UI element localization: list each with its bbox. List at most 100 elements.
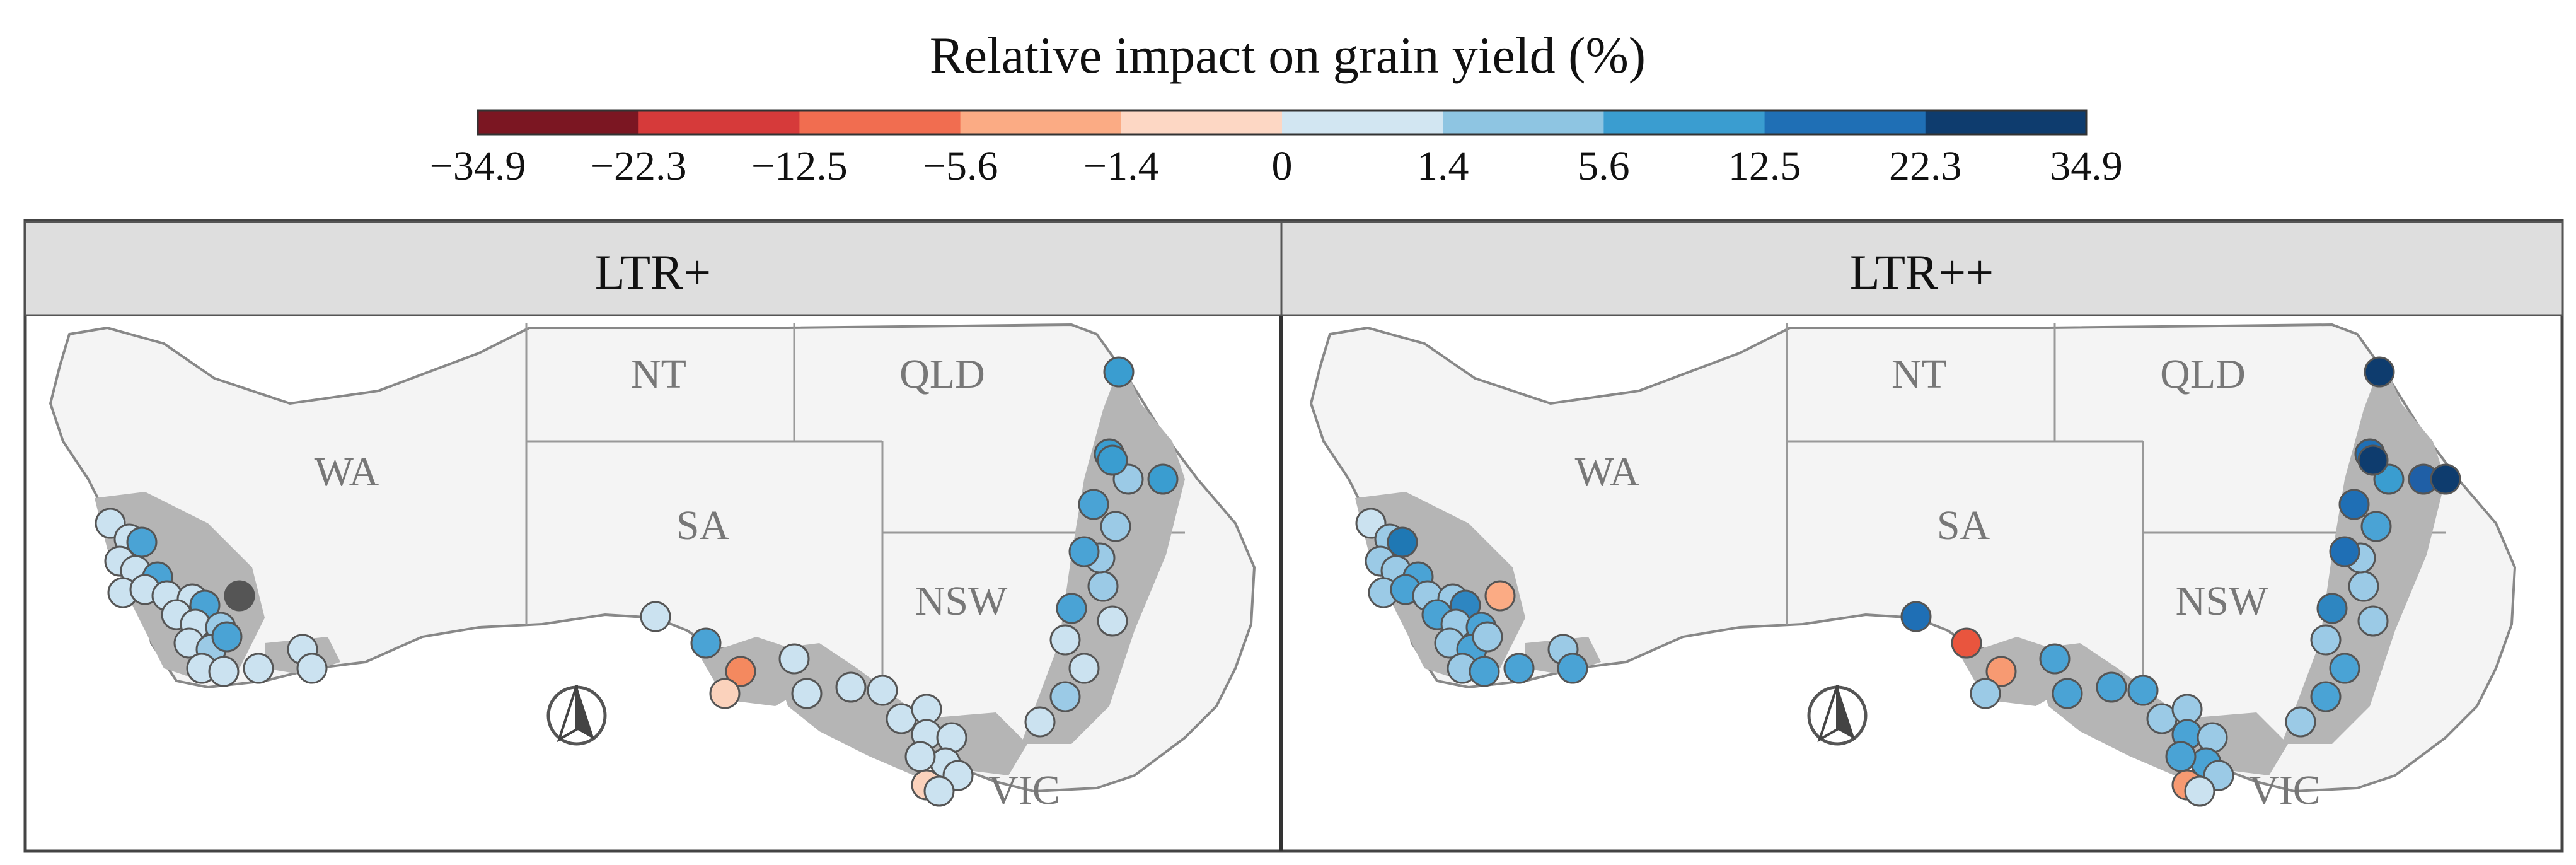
- region-label-nt: NT: [1892, 351, 1947, 397]
- region-label-sa: SA: [1937, 502, 1990, 549]
- site-marker: [224, 580, 255, 612]
- colorbar-swatch: [1443, 110, 1604, 134]
- site-marker: [2197, 722, 2228, 753]
- site-markers-ltr-plusplus: [1355, 356, 2461, 807]
- site-marker: [1068, 653, 1100, 684]
- site-marker: [1024, 706, 1056, 738]
- region-label-nsw: NSW: [915, 578, 1008, 624]
- site-marker: [867, 675, 898, 706]
- colorbar-tick-label: 12.5: [1728, 143, 1801, 189]
- colorbar-tick-label: 5.6: [1578, 143, 1630, 189]
- site-marker: [2329, 536, 2360, 567]
- site-marker: [835, 671, 867, 703]
- site-marker: [208, 656, 240, 687]
- site-marker: [690, 627, 722, 659]
- site-marker: [2310, 681, 2342, 712]
- figure-frame: [23, 219, 2564, 853]
- site-marker: [1970, 678, 2001, 709]
- colorbar-frame: [477, 109, 2088, 136]
- site-marker: [2357, 605, 2389, 637]
- site-marker: [2316, 593, 2348, 624]
- colorbar-tick-label: 0: [1272, 143, 1293, 189]
- colorbar-swatch: [478, 110, 639, 134]
- colorbar-swatch: [1925, 110, 2087, 134]
- panel-title-ltr-plus: LTR+: [595, 245, 711, 299]
- site-marker: [904, 741, 936, 772]
- colorbar-swatch: [638, 110, 800, 134]
- site-marker: [1097, 444, 1128, 476]
- site-marker: [1049, 681, 1081, 712]
- north-arrow: [1807, 685, 1868, 746]
- site-marker: [1147, 463, 1179, 495]
- site-marker: [2360, 511, 2392, 542]
- site-marker: [1049, 624, 1081, 656]
- region-label-wa: WA: [1575, 449, 1640, 495]
- site-marker: [1100, 511, 1131, 542]
- colorbar-tick-label: −12.5: [751, 143, 848, 189]
- region-label-qld: QLD: [2160, 351, 2246, 397]
- colorbar-swatch: [960, 110, 1122, 134]
- site-marker: [709, 678, 741, 709]
- colorbar-swatch: [1282, 110, 1443, 134]
- site-marker: [1068, 536, 1100, 567]
- colorbar-swatch: [1121, 110, 1283, 134]
- site-marker: [2310, 624, 2342, 656]
- site-marker: [1503, 653, 1535, 684]
- region-label-vic: VIC: [2249, 767, 2321, 813]
- site-marker: [791, 678, 823, 709]
- site-marker: [923, 775, 955, 807]
- site-marker: [2184, 775, 2215, 807]
- site-marker: [2096, 671, 2127, 703]
- colorbar-swatch: [799, 110, 961, 134]
- site-marker: [2165, 741, 2197, 772]
- site-marker: [640, 601, 671, 632]
- colorbar-tick-label: 1.4: [1417, 143, 1469, 189]
- colorbar-legend: Relative impact on grain yield (%) −34.9…: [430, 26, 2123, 189]
- colorbar-tick-label: −34.9: [430, 143, 526, 189]
- site-marker: [1472, 621, 1503, 653]
- colorbar-tick-label: 22.3: [1889, 143, 1962, 189]
- colorbar-swatches: [477, 109, 2088, 136]
- site-marker: [1056, 593, 1087, 624]
- region-label-qld: QLD: [899, 351, 985, 397]
- site-marker: [1097, 605, 1128, 637]
- site-marker: [2329, 653, 2360, 684]
- site-marker: [1484, 580, 1516, 612]
- region-label-wa: WA: [315, 449, 379, 495]
- state-borders: [525, 323, 1185, 725]
- colorbar-ticks: −34.9 −22.3 −12.5 −5.6 −1.4 0 1.4 5.6 12.5 22.3 34…: [430, 143, 2123, 189]
- legend-title: Relative impact on grain yield (%): [930, 26, 1646, 84]
- site-marker: [2039, 643, 2071, 675]
- colorbar-tick-label: −22.3: [591, 143, 687, 189]
- site-marker: [1087, 571, 1119, 602]
- panel-header-right: [1280, 221, 2563, 316]
- region-label-sa: SA: [676, 502, 730, 549]
- site-marker: [2338, 489, 2370, 520]
- site-marker: [2127, 675, 2159, 706]
- panel-title-ltr-plusplus: LTR++: [1850, 245, 1994, 299]
- colorbar-swatch: [1764, 110, 1926, 134]
- colorbar-tick-label: −1.4: [1083, 143, 1159, 189]
- site-marker: [2052, 678, 2083, 709]
- site-marker: [2348, 571, 2379, 602]
- site-marker: [2364, 356, 2395, 388]
- site-marker: [296, 653, 328, 684]
- site-marker: [211, 621, 243, 653]
- site-marker: [1469, 656, 1500, 687]
- map-panel-ltr-plus: WA NT QLD SA NSW VIC: [49, 323, 1256, 813]
- colorbar-swatch: [1603, 110, 1765, 134]
- north-arrow: [546, 685, 607, 746]
- region-label-vic: VIC: [988, 767, 1060, 813]
- site-marker: [1900, 601, 1932, 632]
- site-marker: [1078, 489, 1109, 520]
- site-marker: [2285, 706, 2316, 738]
- site-marker: [778, 643, 810, 675]
- site-marker: [1103, 356, 1135, 388]
- site-marker: [2357, 444, 2389, 476]
- site-markers-ltr-plus: [95, 356, 1179, 807]
- region-label-nt: NT: [631, 351, 686, 397]
- site-marker: [243, 653, 274, 684]
- site-marker: [1557, 653, 1588, 684]
- site-marker: [1985, 656, 2017, 687]
